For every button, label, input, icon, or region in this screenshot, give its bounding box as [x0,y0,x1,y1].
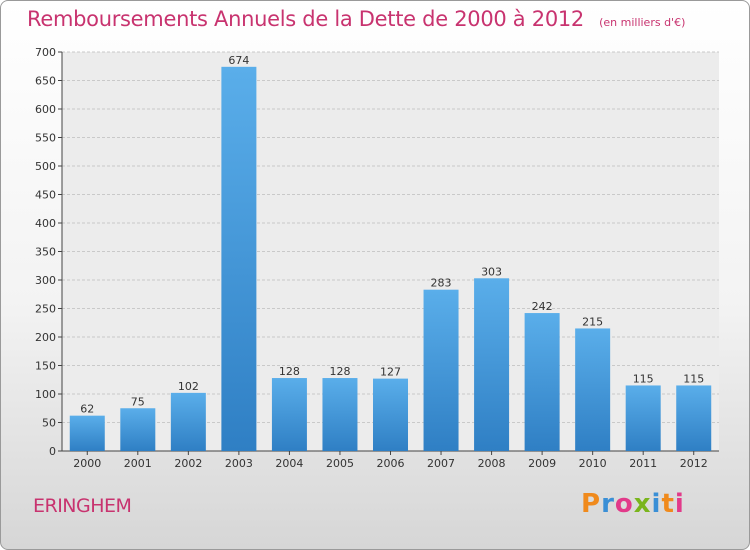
y-tick-label: 400 [35,217,56,230]
data-label: 62 [80,403,94,416]
y-tick-label: 150 [35,360,56,373]
bar [676,385,712,451]
x-tick-label: 2002 [174,457,202,470]
y-tick-label: 100 [35,388,56,401]
logo-letter: i [674,489,685,519]
bar [625,385,661,451]
y-tick-label: 350 [35,246,56,259]
logo-letter: o [614,489,634,519]
y-tick-label: 700 [35,46,56,59]
y-tick-label: 450 [35,189,56,202]
x-tick-label: 2011 [629,457,657,470]
data-label: 102 [178,380,199,393]
chart-title: Remboursements Annuels de la Dette de 20… [27,7,584,31]
title-block: Remboursements Annuels de la Dette de 20… [27,7,685,31]
bar [322,378,358,451]
y-tick-label: 300 [35,274,56,287]
x-tick-label: 2007 [427,457,455,470]
logo-letter: i [651,489,662,519]
y-tick-label: 50 [42,417,56,430]
x-tick-label: 2006 [377,457,405,470]
chart-subtitle: (en milliers d'€) [599,16,686,29]
logo-letter: t [661,489,675,519]
y-tick-label: 0 [49,445,56,458]
y-tick-label: 650 [35,75,56,88]
commune-name: ERINGHEM [33,495,132,517]
x-tick-label: 2009 [528,457,556,470]
x-tick-label: 2010 [579,457,607,470]
y-tick-label: 550 [35,132,56,145]
bar [221,66,257,451]
data-label: 115 [683,372,704,385]
data-label: 242 [532,300,553,313]
bar [271,378,307,451]
data-label: 127 [380,366,401,379]
data-label: 128 [329,365,350,378]
data-label: 215 [582,315,603,328]
bar [69,415,105,451]
x-tick-label: 2005 [326,457,354,470]
x-tick-label: 2001 [124,457,152,470]
logo-letter: r [601,489,615,519]
bar [170,392,206,451]
data-label: 75 [131,395,145,408]
x-tick-label: 2008 [478,457,506,470]
bar [474,278,510,451]
y-tick-label: 500 [35,160,56,173]
data-label: 303 [481,265,502,278]
x-tick-label: 2000 [73,457,101,470]
bar [373,378,408,451]
data-label: 674 [228,54,249,67]
x-tick-label: 2003 [225,457,253,470]
bar [120,408,156,451]
logo-letter: x [633,489,652,519]
data-label: 283 [431,277,452,290]
logo-letter: P [581,489,602,519]
bar [524,313,560,451]
y-tick-label: 200 [35,331,56,344]
x-tick-label: 2012 [680,457,708,470]
x-tick-label: 2004 [275,457,303,470]
data-label: 115 [633,372,654,385]
proxiti-logo: Proxiti [581,489,685,519]
y-tick-label: 250 [35,303,56,316]
bar [423,289,459,451]
bar [575,328,611,451]
data-label: 128 [279,365,300,378]
y-tick-label: 600 [35,103,56,116]
